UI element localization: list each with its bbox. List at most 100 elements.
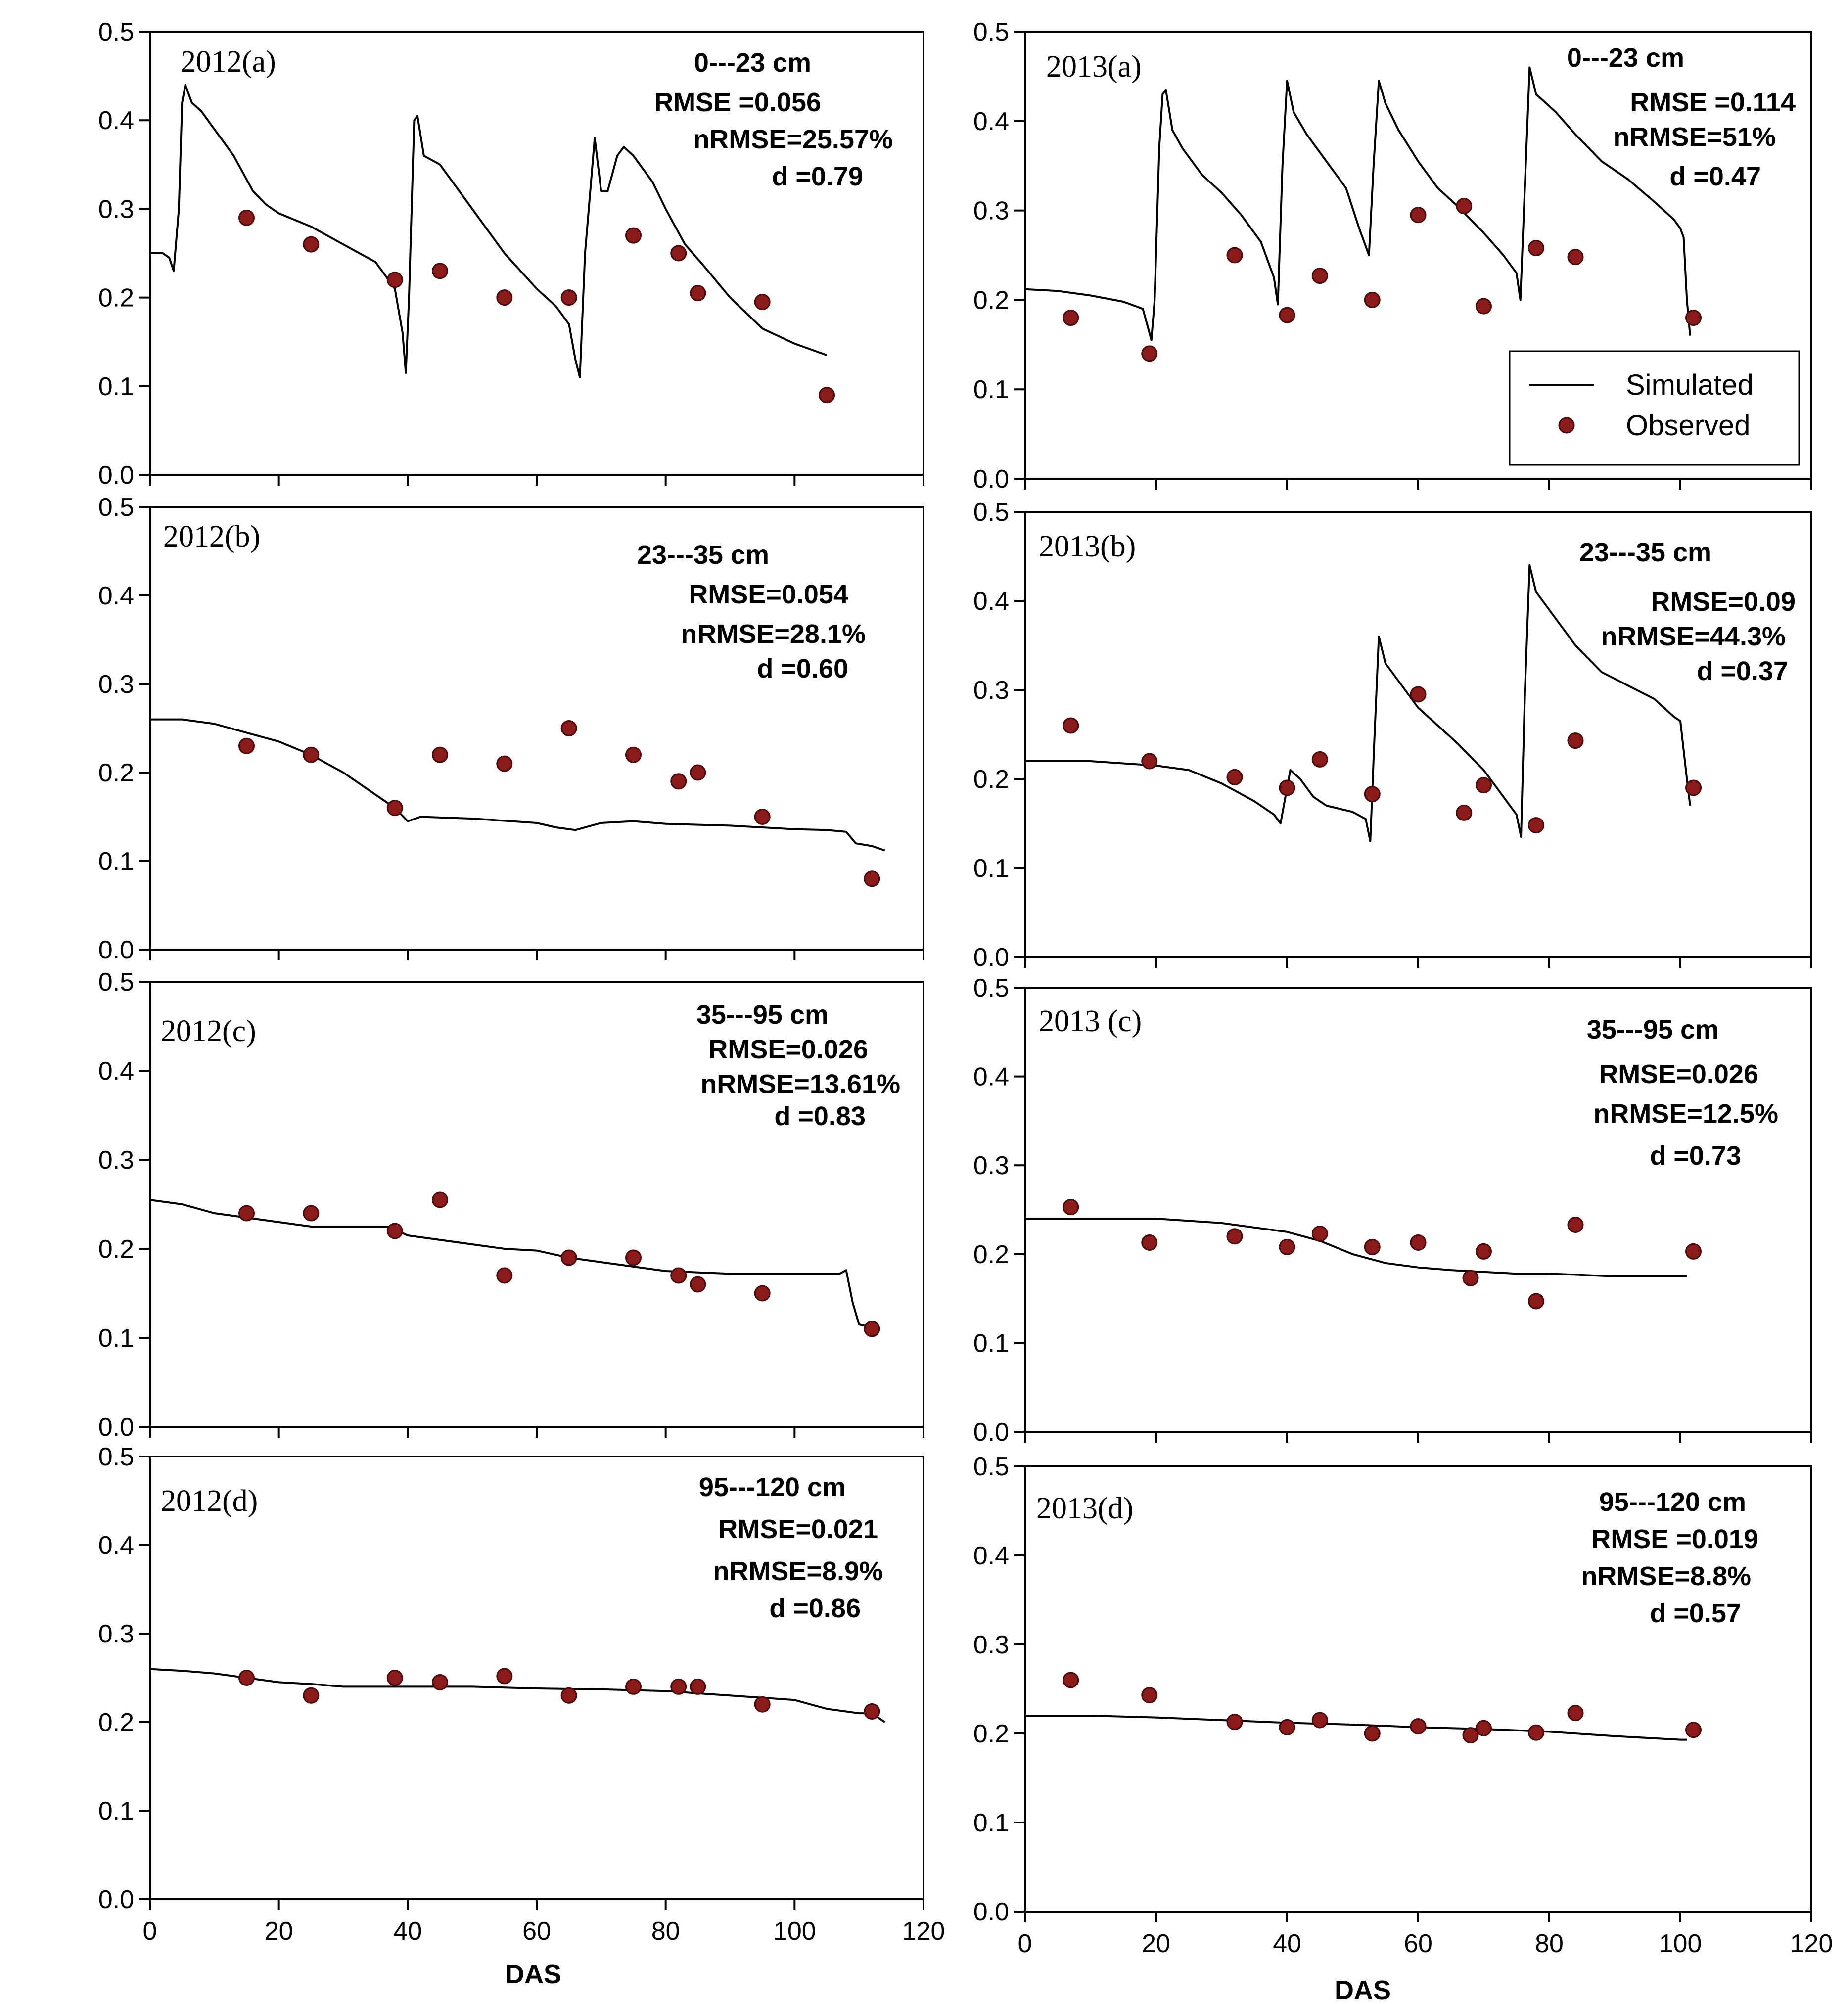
- y-tick-label: 0.0: [98, 461, 134, 490]
- observed-point: [864, 1703, 880, 1720]
- panel-tag: 2012(c): [161, 1014, 256, 1048]
- y-tick-label: 0.4: [973, 1063, 1009, 1092]
- observed-point: [1685, 779, 1702, 796]
- stat-label: RMSE =0.056: [654, 88, 821, 117]
- simulated-line: [150, 718, 885, 852]
- observed-point: [1410, 686, 1427, 703]
- x-axis-title: DAS: [1335, 1975, 1391, 2004]
- observed-point: [1364, 1725, 1381, 1742]
- observed-point: [560, 720, 577, 736]
- y-tick-label: 0.2: [98, 759, 134, 787]
- stat-label: nRMSE=44.3%: [1601, 622, 1786, 651]
- observed-point: [1567, 1705, 1584, 1722]
- observed-point: [1279, 779, 1295, 796]
- simulated-line: [1024, 66, 1691, 341]
- observed-point: [432, 746, 448, 763]
- observed-point: [560, 1687, 577, 1704]
- observed-point: [1476, 1243, 1492, 1260]
- observed-point: [560, 1249, 577, 1266]
- observed-point: [625, 227, 642, 244]
- plot-frame: [149, 506, 924, 951]
- panel-p2013a: 0.0 0.1 0.2 0.3 0.4 0.5 2013(a) 0---23 cm RMSE =…: [973, 18, 1812, 494]
- y-tick-label: 0.3: [98, 670, 134, 699]
- simulated-line: [1025, 564, 1691, 842]
- observed-point: [625, 746, 642, 763]
- simulated-line: [1025, 1218, 1687, 1277]
- panel-tag: 2012(a): [181, 45, 276, 79]
- observed-point: [1410, 1234, 1427, 1251]
- y-tick-label: 0.3: [973, 676, 1009, 705]
- depth-label: 35---95 cm: [696, 1000, 829, 1030]
- observed-point: [238, 1205, 255, 1222]
- y-tick-label: 0.3: [98, 1146, 134, 1175]
- stat-label: nRMSE=25.57%: [693, 125, 893, 154]
- legend-simulated-label: Simulated: [1626, 369, 1754, 401]
- y-tick-label: 0.0: [973, 943, 1009, 972]
- y-tick-label: 0.5: [973, 498, 1009, 527]
- y-tick-label: 0.0: [98, 1885, 134, 1914]
- x-tick-label: 120: [1790, 1929, 1833, 1958]
- stat-label: RMSE=0.026: [1599, 1059, 1758, 1089]
- observed-point: [1311, 268, 1328, 284]
- y-tick-label: 0.2: [973, 286, 1009, 315]
- y-tick-label: 0.4: [98, 106, 134, 135]
- observed-point: [1063, 717, 1079, 734]
- x-tick-label: 20: [265, 1917, 293, 1946]
- depth-label: 23---35 cm: [1579, 538, 1711, 567]
- observed-point: [1476, 777, 1492, 794]
- y-tick-label: 0.3: [973, 197, 1009, 226]
- stat-label: d =0.47: [1669, 162, 1761, 191]
- y-tick-label: 0.5: [98, 493, 134, 522]
- simulated-line: [1025, 1715, 1687, 1741]
- depth-label: 35---95 cm: [1587, 1015, 1719, 1045]
- depth-label: 23---35 cm: [637, 540, 769, 570]
- observed-point: [1567, 249, 1584, 266]
- legend-marker-sample: [1558, 417, 1575, 434]
- stat-label: RMSE=0.054: [689, 580, 848, 609]
- simulated-line: [149, 1668, 885, 1723]
- y-tick-label: 0.0: [98, 1413, 134, 1442]
- observed-point: [1685, 1243, 1702, 1260]
- observed-point: [496, 1267, 513, 1284]
- observed-point: [1063, 1672, 1079, 1688]
- y-tick-label: 0.3: [98, 1620, 134, 1648]
- observed-point: [1311, 1712, 1328, 1729]
- panel-p2013b: 0.0 0.1 0.2 0.3 0.4 0.5 2013(b) 23---35 cm RMSE=…: [973, 498, 1812, 972]
- observed-point: [754, 1285, 771, 1302]
- observed-point: [670, 773, 687, 790]
- panel-p2012d: 0.0 0.1 0.2 0.3 0.4 0.5 0 20 40 60 80 100 120 2012(d)…: [98, 1443, 945, 1989]
- observed-point: [1063, 310, 1079, 326]
- observed-point: [1456, 198, 1473, 215]
- observed-point: [1456, 804, 1473, 821]
- y-tick-label: 0.3: [973, 1631, 1009, 1659]
- depth-label: 95---120 cm: [1599, 1487, 1746, 1517]
- stat-label: nRMSE=8.8%: [1581, 1561, 1751, 1591]
- observed-point: [432, 1191, 448, 1208]
- observed-point: [1226, 1714, 1243, 1731]
- simulated-line: [150, 84, 828, 378]
- observed-point: [670, 245, 687, 262]
- observed-point: [1567, 1217, 1584, 1233]
- depth-label: 0---23 cm: [1567, 43, 1684, 73]
- observed-point: [1462, 1727, 1479, 1744]
- simulated-line: [149, 1199, 878, 1328]
- observed-point: [1279, 1238, 1295, 1255]
- observed-point: [303, 1205, 320, 1222]
- panel-tag: 2012(d): [161, 1484, 258, 1518]
- observed-point: [1528, 817, 1544, 834]
- x-tick-label: 40: [1273, 1929, 1301, 1958]
- panel-p2013c: 0.0 0.1 0.2 0.3 0.4 0.5 2013 (c) 35---95 cm RMSE…: [973, 974, 1812, 1447]
- panel-tag: 2013 (c): [1039, 1004, 1142, 1038]
- observed-point: [1364, 786, 1381, 803]
- observed-point: [238, 737, 255, 754]
- y-tick-label: 0.4: [98, 1057, 134, 1086]
- y-tick-label: 0.4: [973, 1542, 1009, 1570]
- stat-label: nRMSE=28.1%: [681, 619, 866, 649]
- observed-point: [1410, 1718, 1427, 1735]
- y-tick-label: 0.1: [973, 854, 1009, 883]
- observed-point: [1226, 769, 1243, 785]
- observed-point: [1462, 1270, 1479, 1286]
- observed-point: [386, 272, 403, 288]
- depth-label: 0---23 cm: [694, 48, 811, 78]
- observed-point: [1528, 240, 1544, 257]
